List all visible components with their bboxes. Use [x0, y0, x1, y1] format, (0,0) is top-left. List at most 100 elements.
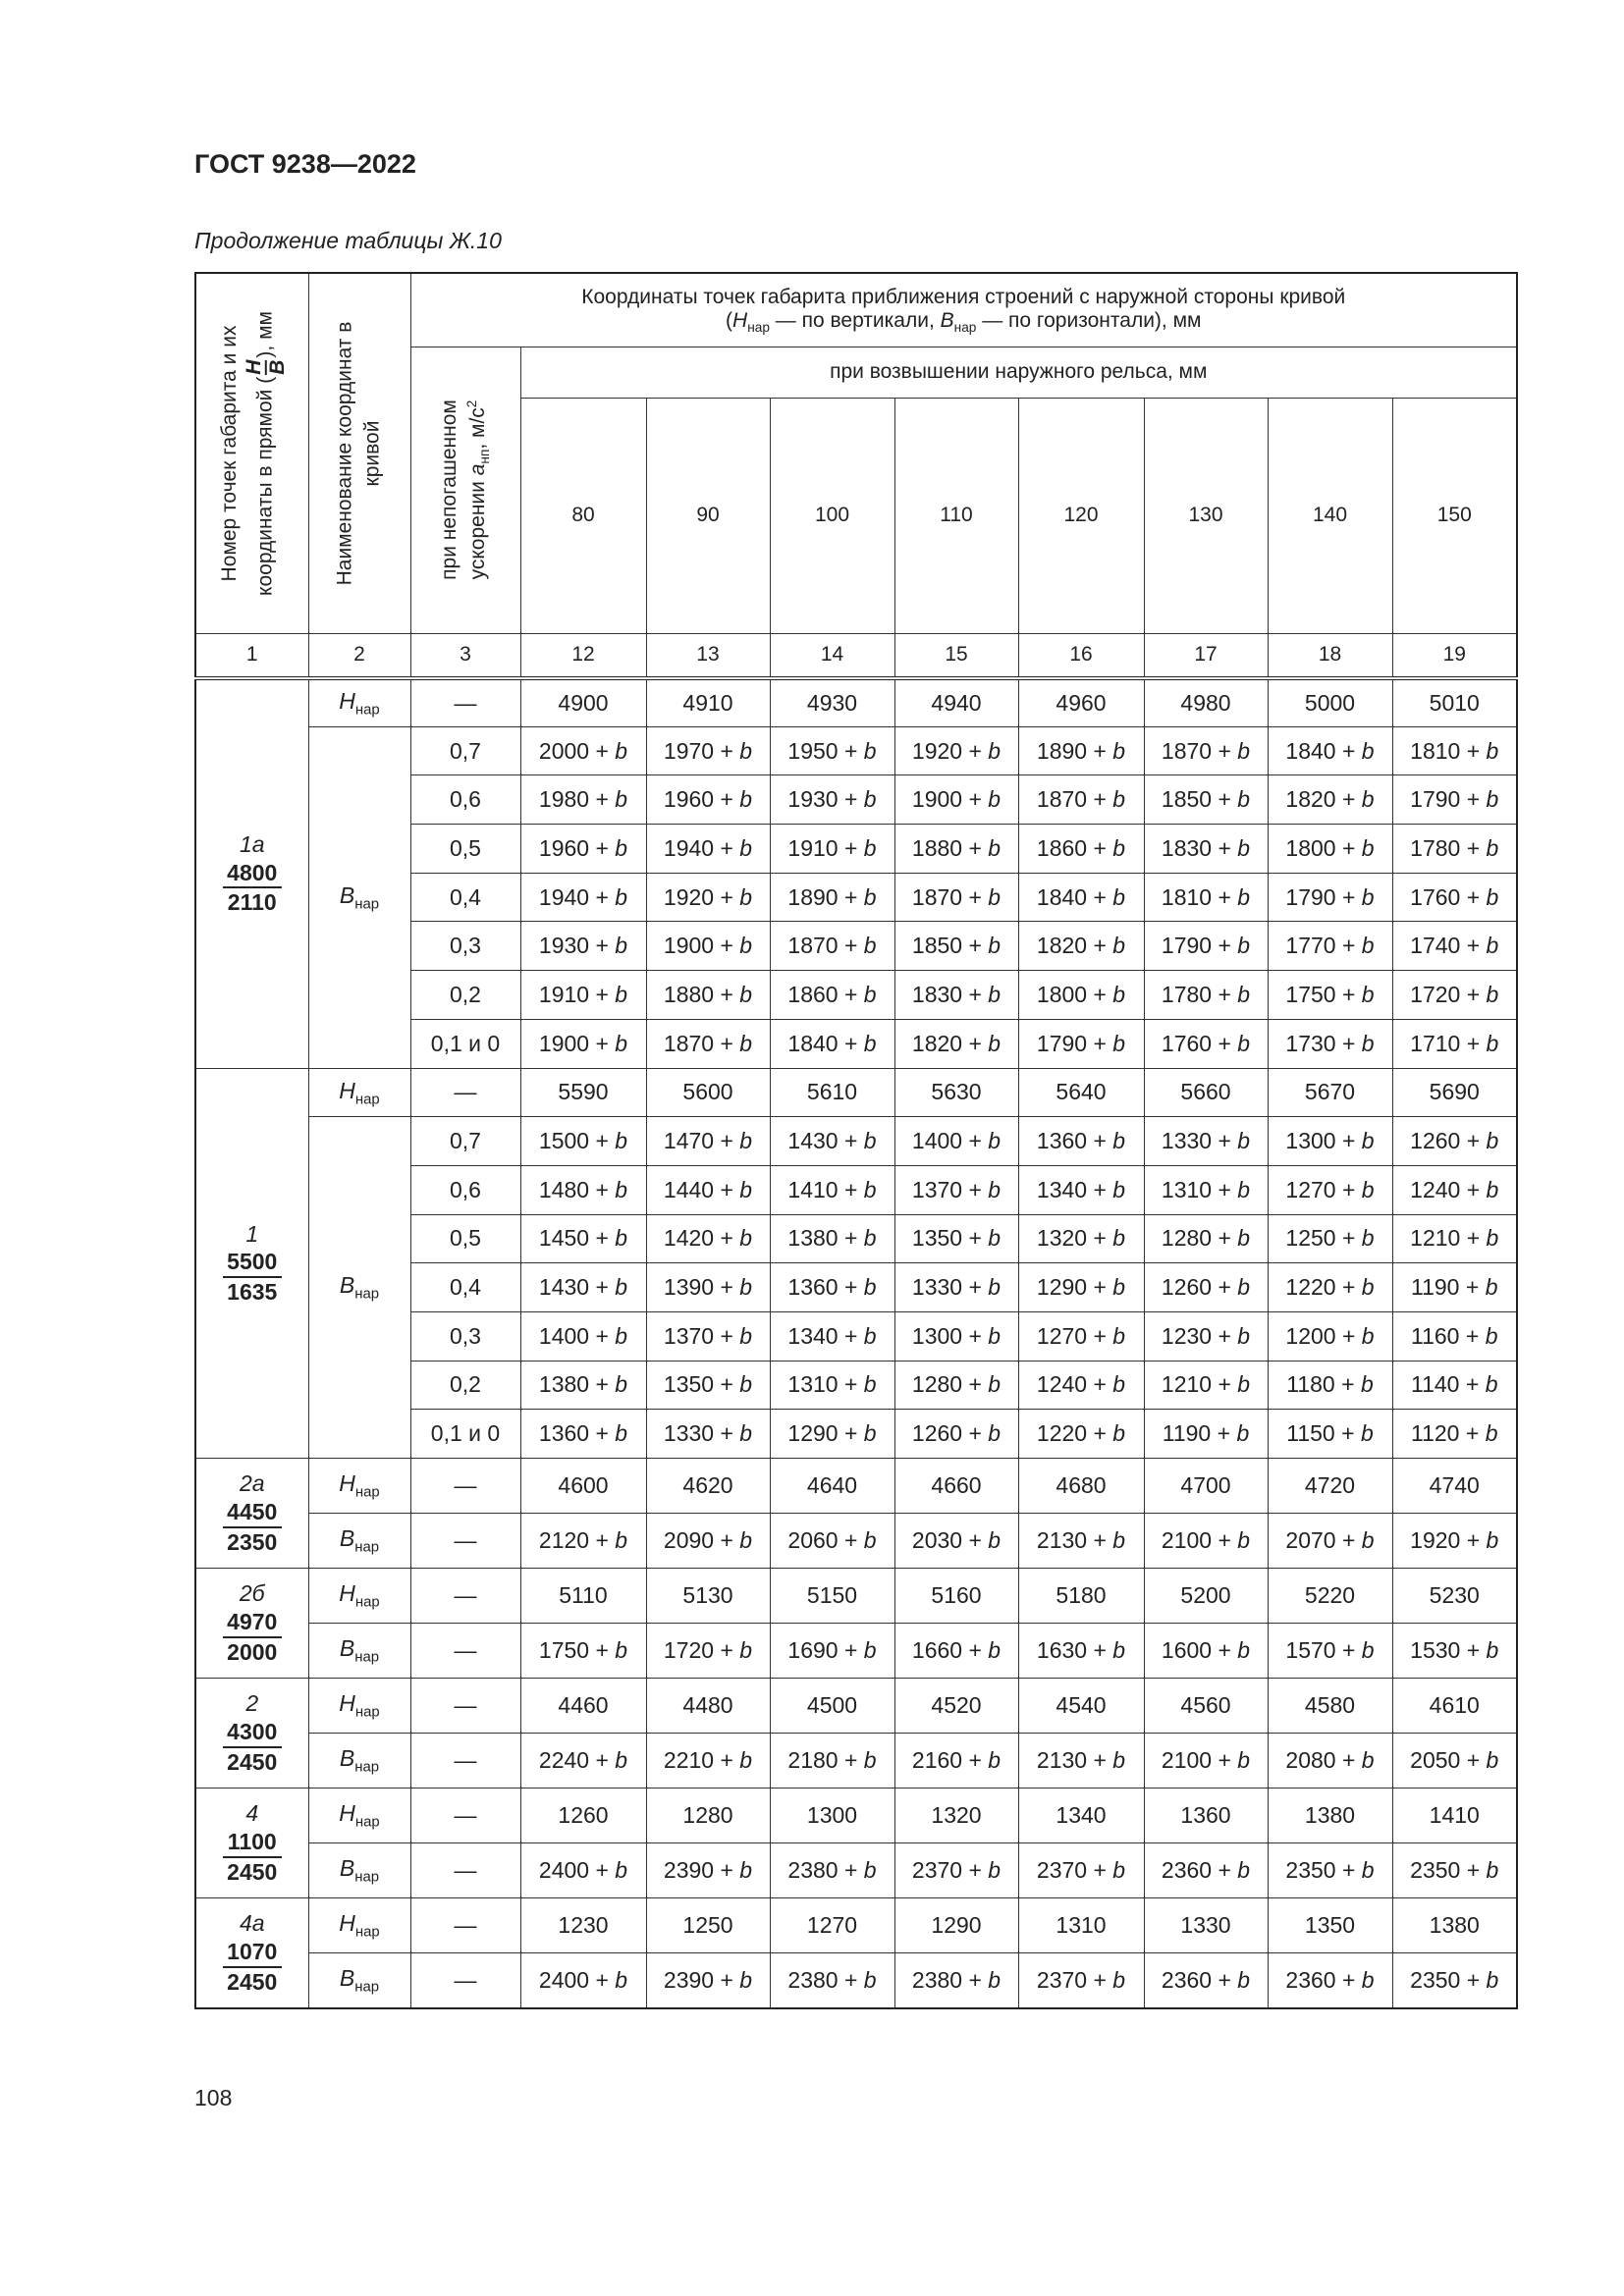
value-cell: 1760 + b	[1143, 1018, 1269, 1069]
value-cell: 1870 + b	[769, 921, 895, 972]
value-cell: 2060 + b	[769, 1513, 895, 1569]
value: 1340 + b	[1036, 1176, 1126, 1202]
accel-cell: —	[409, 1623, 521, 1679]
accel-cell: 0,7	[409, 1116, 521, 1166]
value: 5230	[1429, 1582, 1480, 1608]
value: 1410 + b	[787, 1176, 877, 1202]
value: 1370 + b	[663, 1322, 753, 1349]
value-cell: 1720 + b	[1391, 970, 1518, 1020]
value-cell: 1890 + b	[769, 872, 895, 923]
value-cell: 2360 + b	[1143, 1842, 1269, 1898]
point-h: 5500	[222, 1248, 282, 1279]
accel-cell: 0,2	[409, 970, 521, 1020]
point-name: 2	[245, 1690, 259, 1717]
value: 1330 + b	[911, 1274, 1001, 1301]
value: 1930 + b	[787, 786, 877, 813]
elevation: 80	[519, 397, 647, 634]
value-cell: 2360 + b	[1267, 1952, 1393, 2008]
value: 1300 + b	[1285, 1128, 1375, 1154]
value-cell: 1760 + b	[1391, 872, 1518, 923]
page-number: 108	[194, 2085, 233, 2110]
value-cell: 1780 + b	[1391, 824, 1518, 874]
value-cell: 1820 + b	[1017, 921, 1145, 972]
value-cell: 1300 + b	[893, 1310, 1019, 1362]
value: 1940 + b	[663, 834, 753, 861]
value: 1820 + b	[911, 1030, 1001, 1056]
value: 1250 + b	[1285, 1225, 1375, 1252]
point-b: 2110	[227, 889, 277, 916]
row: 0,1 и 0 1360 + b 1330 + b 1290 + b 1260 + b 1…	[195, 1409, 1518, 1459]
value: 1400 + b	[538, 1322, 628, 1349]
value: 5110	[559, 1582, 608, 1608]
value-cell: 2390 + b	[645, 1952, 771, 2008]
value-cell: 1780 + b	[1143, 970, 1269, 1020]
value: 2060 + b	[787, 1527, 877, 1553]
coord-sub: нар	[354, 1538, 380, 1556]
value: 2370 + b	[1036, 1857, 1126, 1883]
point-label: 4 1100 2450	[196, 1799, 308, 1886]
value: 1410	[1429, 1802, 1480, 1828]
value-cell: 1920 + b	[645, 872, 771, 923]
value: 1810 + b	[1410, 737, 1499, 764]
coord-cell: Bнар	[307, 1842, 411, 1898]
unit: , мм	[253, 310, 277, 351]
value-cell: 1820 + b	[1267, 774, 1393, 826]
value: 5600	[682, 1079, 733, 1105]
value-cell: 2050 + b	[1391, 1733, 1518, 1789]
point-cell: 1 5500 1635	[194, 1067, 309, 1459]
coord-sub: нар	[354, 1923, 380, 1941]
value: 2350 + b	[1410, 1966, 1499, 1993]
value-cell: 1750 + b	[519, 1623, 647, 1679]
accel-cell: —	[409, 1678, 521, 1734]
accel-cell: 0,7	[409, 725, 521, 776]
row: Bнар —2240 + b 2210 + b 2180 + b 2160 + b 213…	[195, 1733, 1518, 1789]
value: 4540	[1056, 1692, 1107, 1718]
value: 1960 + b	[538, 834, 628, 861]
value: 1220 + b	[1285, 1274, 1375, 1301]
value-cell: 5180	[1017, 1568, 1145, 1624]
value-cell: 1850 + b	[893, 921, 1019, 972]
value: 1350 + b	[663, 1371, 753, 1398]
value-cell: 1280 + b	[1143, 1213, 1269, 1264]
value: 4720	[1304, 1472, 1356, 1498]
value: 5590	[558, 1079, 609, 1105]
value-cell: 4910	[645, 677, 771, 727]
value-cell: 1330 + b	[645, 1409, 771, 1459]
value: 2130 + b	[1036, 1747, 1126, 1773]
coord-cell: Bнар	[307, 1733, 411, 1789]
value: 1900 + b	[911, 786, 1001, 813]
value: 1290 + b	[787, 1420, 877, 1447]
t: (	[726, 308, 733, 332]
column-number: 15	[893, 632, 1019, 680]
point-h: 4450	[222, 1498, 282, 1528]
value: 1860 + b	[1036, 834, 1126, 861]
value-cell: 1790 + b	[1017, 1018, 1145, 1069]
value-cell: 1870 + b	[893, 872, 1019, 923]
value-cell: 1500 + b	[519, 1116, 647, 1166]
point-b: 2450	[227, 1968, 278, 1995]
value-cell: 1810 + b	[1391, 725, 1518, 776]
value-cell: 2380 + b	[769, 1952, 895, 2008]
value: 1430 + b	[538, 1274, 628, 1301]
value: 2350 + b	[1410, 1857, 1499, 1883]
value-cell: 1430 + b	[769, 1116, 895, 1166]
num: H	[243, 359, 267, 375]
value: 1660 + b	[911, 1637, 1001, 1663]
value: 1200 + b	[1285, 1322, 1375, 1349]
value: 2050 + b	[1410, 1747, 1499, 1773]
value: 1790 + b	[1410, 786, 1499, 813]
value: 1350 + b	[911, 1225, 1001, 1252]
value-cell: 2380 + b	[893, 1952, 1019, 2008]
value: 1920 + b	[663, 883, 753, 910]
point-label: 1а 4800 2110	[196, 830, 308, 917]
value: 1900 + b	[663, 933, 753, 959]
value-cell: 1940 + b	[645, 824, 771, 874]
value: 1930 + b	[538, 933, 628, 959]
value-cell: 1930 + b	[519, 921, 647, 972]
value-cell: 5200	[1143, 1568, 1269, 1624]
col3-text: при непогашенном ускорении aнп, м/с2	[436, 372, 495, 608]
value: 4680	[1056, 1472, 1107, 1498]
value-cell: 2380 + b	[769, 1842, 895, 1898]
